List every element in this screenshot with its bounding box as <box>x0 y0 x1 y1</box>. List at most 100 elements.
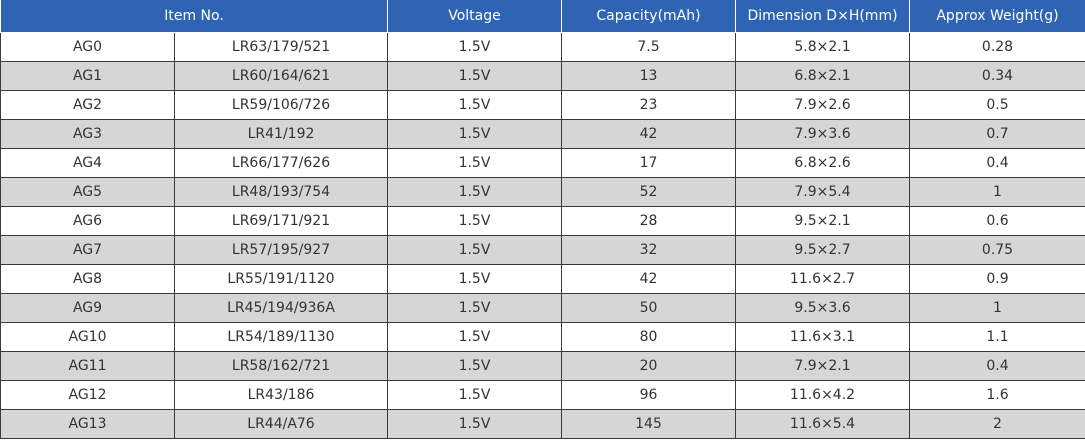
cell-dimension: 11.6×3.1 <box>735 322 910 352</box>
cell-iec-code: LR55/191/1120 <box>174 264 388 294</box>
cell-dimension: 9.5×2.1 <box>735 206 910 236</box>
cell-model: AG10 <box>0 322 175 352</box>
cell-dimension: 9.5×2.7 <box>735 235 910 265</box>
cell-voltage: 1.5V <box>387 61 562 91</box>
cell-capacity: 17 <box>561 148 736 178</box>
cell-iec-code: LR58/162/721 <box>174 351 388 381</box>
header-row: Item No. Voltage Capacity(mAh) Dimension… <box>0 0 1085 33</box>
cell-weight: 0.4 <box>909 351 1085 381</box>
cell-voltage: 1.5V <box>387 90 562 120</box>
header-dimension: Dimension D×H(mm) <box>735 0 910 33</box>
cell-iec-code: LR48/193/754 <box>174 177 388 207</box>
cell-voltage: 1.5V <box>387 380 562 410</box>
cell-weight: 0.4 <box>909 148 1085 178</box>
cell-iec-code: LR63/179/521 <box>174 32 388 62</box>
cell-capacity: 42 <box>561 119 736 149</box>
cell-iec-code: LR57/195/927 <box>174 235 388 265</box>
cell-weight: 0.7 <box>909 119 1085 149</box>
table-row: AG4 LR66/177/626 1.5V 17 6.8×2.6 0.4 <box>0 148 1085 178</box>
table-row: AG10 LR54/189/1130 1.5V 80 11.6×3.1 1.1 <box>0 322 1085 352</box>
cell-capacity: 32 <box>561 235 736 265</box>
cell-weight: 0.75 <box>909 235 1085 265</box>
header-capacity: Capacity(mAh) <box>561 0 736 33</box>
cell-iec-code: LR69/171/921 <box>174 206 388 236</box>
cell-dimension: 6.8×2.6 <box>735 148 910 178</box>
cell-dimension: 7.9×3.6 <box>735 119 910 149</box>
cell-voltage: 1.5V <box>387 119 562 149</box>
cell-model: AG6 <box>0 206 175 236</box>
table-row: AG2 LR59/106/726 1.5V 23 7.9×2.6 0.5 <box>0 90 1085 120</box>
table-row: AG13 LR44/A76 1.5V 145 11.6×5.4 2 <box>0 409 1085 439</box>
cell-iec-code: LR45/194/936A <box>174 293 388 323</box>
table-row: AG12 LR43/186 1.5V 96 11.6×4.2 1.6 <box>0 380 1085 410</box>
cell-weight: 0.6 <box>909 206 1085 236</box>
cell-model: AG13 <box>0 409 175 439</box>
header-weight: Approx Weight(g) <box>909 0 1085 33</box>
cell-dimension: 5.8×2.1 <box>735 32 910 62</box>
cell-model: AG9 <box>0 293 175 323</box>
cell-model: AG8 <box>0 264 175 294</box>
cell-voltage: 1.5V <box>387 206 562 236</box>
cell-weight: 1 <box>909 293 1085 323</box>
table-row: AG8 LR55/191/1120 1.5V 42 11.6×2.7 0.9 <box>0 264 1085 294</box>
table-row: AG5 LR48/193/754 1.5V 52 7.9×5.4 1 <box>0 177 1085 207</box>
cell-model: AG11 <box>0 351 175 381</box>
cell-iec-code: LR54/189/1130 <box>174 322 388 352</box>
cell-model: AG3 <box>0 119 175 149</box>
cell-weight: 0.34 <box>909 61 1085 91</box>
table-row: AG9 LR45/194/936A 1.5V 50 9.5×3.6 1 <box>0 293 1085 323</box>
cell-model: AG4 <box>0 148 175 178</box>
cell-model: AG7 <box>0 235 175 265</box>
cell-weight: 2 <box>909 409 1085 439</box>
cell-voltage: 1.5V <box>387 32 562 62</box>
cell-weight: 1.6 <box>909 380 1085 410</box>
cell-weight: 1 <box>909 177 1085 207</box>
header-item-no: Item No. <box>0 0 388 33</box>
cell-capacity: 13 <box>561 61 736 91</box>
table-body: AG0 LR63/179/521 1.5V 7.5 5.8×2.1 0.28 AG1 LR60… <box>0 32 1085 439</box>
cell-capacity: 7.5 <box>561 32 736 62</box>
cell-voltage: 1.5V <box>387 409 562 439</box>
cell-iec-code: LR59/106/726 <box>174 90 388 120</box>
cell-dimension: 11.6×5.4 <box>735 409 910 439</box>
cell-model: AG2 <box>0 90 175 120</box>
cell-capacity: 50 <box>561 293 736 323</box>
table-header: Item No. Voltage Capacity(mAh) Dimension… <box>0 0 1085 33</box>
cell-iec-code: LR66/177/626 <box>174 148 388 178</box>
table-row: AG0 LR63/179/521 1.5V 7.5 5.8×2.1 0.28 <box>0 32 1085 62</box>
cell-voltage: 1.5V <box>387 148 562 178</box>
cell-capacity: 145 <box>561 409 736 439</box>
cell-iec-code: LR41/192 <box>174 119 388 149</box>
cell-capacity: 42 <box>561 264 736 294</box>
table-row: AG1 LR60/164/621 1.5V 13 6.8×2.1 0.34 <box>0 61 1085 91</box>
cell-model: AG1 <box>0 61 175 91</box>
table-row: AG11 LR58/162/721 1.5V 20 7.9×2.1 0.4 <box>0 351 1085 381</box>
cell-voltage: 1.5V <box>387 177 562 207</box>
header-voltage: Voltage <box>387 0 562 33</box>
cell-capacity: 23 <box>561 90 736 120</box>
cell-voltage: 1.5V <box>387 322 562 352</box>
cell-weight: 1.1 <box>909 322 1085 352</box>
cell-model: AG12 <box>0 380 175 410</box>
cell-weight: 0.9 <box>909 264 1085 294</box>
cell-iec-code: LR44/A76 <box>174 409 388 439</box>
cell-weight: 0.5 <box>909 90 1085 120</box>
cell-capacity: 20 <box>561 351 736 381</box>
cell-model: AG5 <box>0 177 175 207</box>
cell-dimension: 9.5×3.6 <box>735 293 910 323</box>
cell-voltage: 1.5V <box>387 235 562 265</box>
cell-weight: 0.28 <box>909 32 1085 62</box>
cell-dimension: 11.6×4.2 <box>735 380 910 410</box>
cell-capacity: 80 <box>561 322 736 352</box>
cell-dimension: 7.9×5.4 <box>735 177 910 207</box>
table-row: AG6 LR69/171/921 1.5V 28 9.5×2.1 0.6 <box>0 206 1085 236</box>
cell-capacity: 96 <box>561 380 736 410</box>
table-row: AG3 LR41/192 1.5V 42 7.9×3.6 0.7 <box>0 119 1085 149</box>
cell-dimension: 11.6×2.7 <box>735 264 910 294</box>
cell-voltage: 1.5V <box>387 351 562 381</box>
cell-iec-code: LR60/164/621 <box>174 61 388 91</box>
cell-capacity: 28 <box>561 206 736 236</box>
table-row: AG7 LR57/195/927 1.5V 32 9.5×2.7 0.75 <box>0 235 1085 265</box>
cell-dimension: 7.9×2.1 <box>735 351 910 381</box>
